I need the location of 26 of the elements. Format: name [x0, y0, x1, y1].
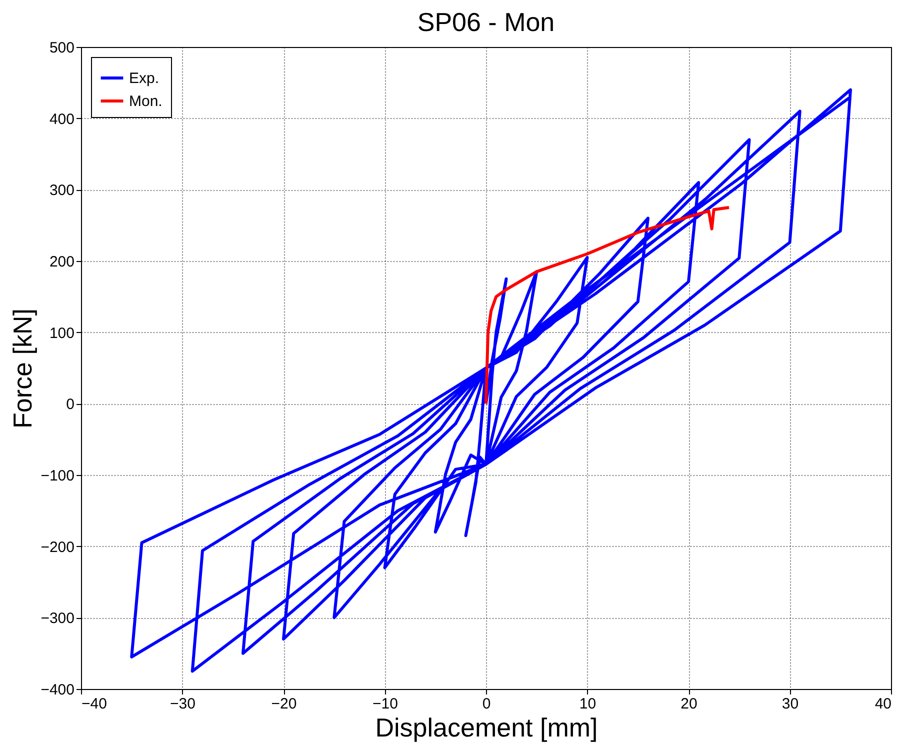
y-tick-label: −100 [40, 468, 74, 484]
x-axis-title: Displacement [mm] [375, 712, 598, 742]
y-tick-label: 300 [49, 182, 74, 200]
y-tick-label: −200 [40, 538, 74, 556]
y-axis-title: Force [kN] [8, 308, 38, 428]
legend-label: Exp. [129, 70, 160, 87]
x-tick-label: 0 [482, 696, 491, 712]
y-tick-label: −400 [40, 682, 74, 698]
x-tick-label: 20 [680, 696, 698, 712]
line-series [130, 88, 852, 673]
x-tick-label: −30 [170, 696, 196, 712]
y-tick-label: 500 [49, 40, 74, 56]
y-tick-label: −300 [40, 610, 74, 628]
x-tick-label: 10 [579, 696, 596, 712]
x-tick-label: −10 [372, 696, 398, 712]
y-tick-label: 200 [49, 254, 74, 270]
y-tick-label: 100 [49, 324, 74, 342]
y-tick-label: 400 [49, 110, 74, 128]
y-tick-label: 0 [66, 396, 74, 414]
x-tick-label: −40 [82, 696, 107, 712]
line-series [484, 206, 730, 406]
x-tick-label: −20 [271, 696, 297, 712]
chart-title: SP06 - Mon [417, 7, 555, 37]
x-tick-label: 30 [782, 696, 799, 712]
x-tick-label: 40 [874, 696, 892, 712]
legend-label: Mon. [129, 93, 162, 110]
